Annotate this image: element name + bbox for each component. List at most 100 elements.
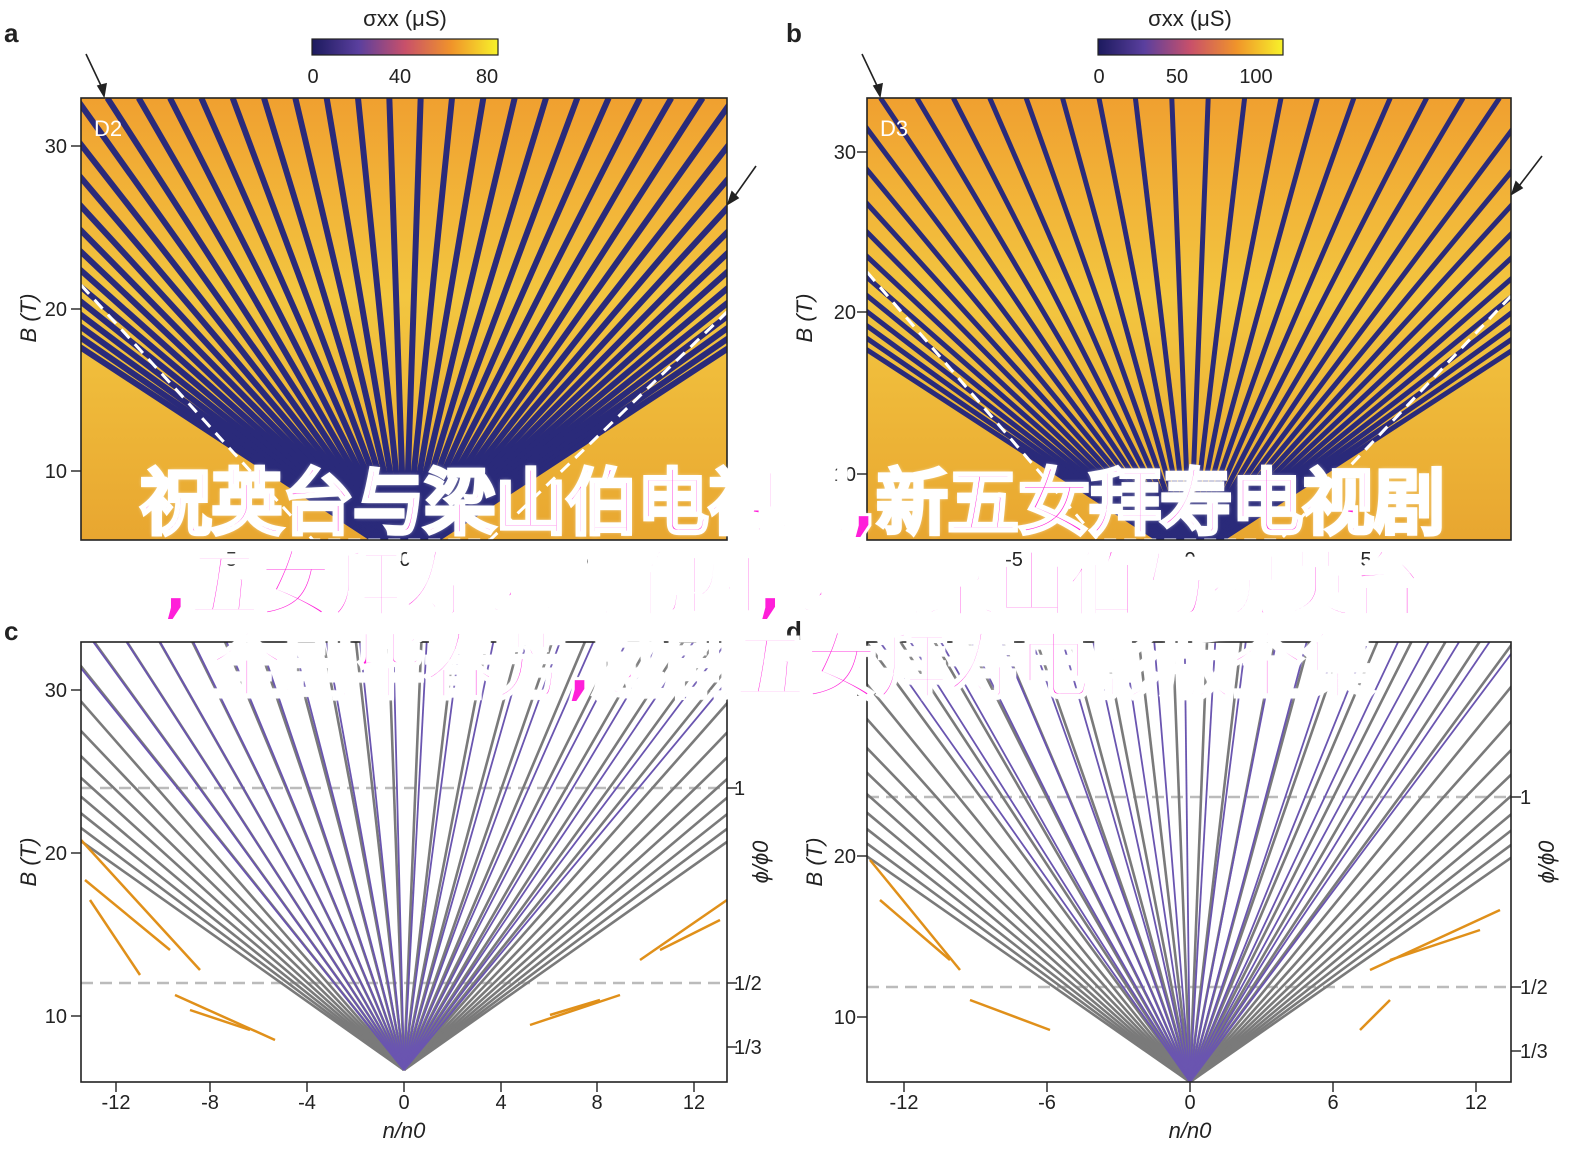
xtick-d-6: 6	[1327, 1092, 1338, 1114]
fan-line-purple	[403, 642, 695, 1071]
xtick-c-m4: -4	[298, 1092, 316, 1114]
xtick-c-m8: -8	[201, 1092, 219, 1114]
xlabel-c: n/n0	[383, 1118, 427, 1143]
fan-panel-c	[80, 641, 728, 1083]
fan-segment-orange	[879, 899, 951, 961]
fan-segment-orange	[88, 899, 142, 976]
arrow-icon-a-topleft	[85, 53, 107, 99]
arrow-icon-a-right	[726, 165, 757, 206]
heatmap-streak	[409, 98, 581, 540]
fan-line-purple	[1061, 642, 1191, 1082]
xtick-c-m12: -12	[102, 1092, 131, 1114]
fan-line	[81, 795, 405, 1071]
xtick-d-m6: -6	[1038, 1092, 1056, 1114]
panel-letter-a: a	[4, 18, 19, 48]
fan-line	[1189, 719, 1511, 1082]
fan-line	[403, 701, 727, 1071]
heatmap-streak	[1213, 324, 1511, 540]
heatmap-streak	[422, 268, 727, 540]
arrow-icon-b-right	[1510, 155, 1543, 196]
ytick-a-20: 20	[45, 299, 67, 321]
fan-line	[1188, 642, 1379, 1082]
ylabel-b: B (T)	[792, 294, 817, 343]
heatmap-streak	[1214, 336, 1511, 540]
fan-segment-orange	[639, 898, 727, 962]
heatmap-streak	[1191, 98, 1284, 540]
heatmap-streak	[1197, 98, 1429, 540]
ylabel-d: B (T)	[802, 838, 827, 887]
fan-line	[402, 642, 587, 1071]
colorbar-b: σxx (μS) 0 50 100	[1093, 6, 1284, 88]
heatmap-streak	[420, 228, 727, 540]
fan-line	[1188, 642, 1209, 1082]
heatmap-streak	[951, 98, 1183, 540]
fan-line	[1189, 794, 1511, 1082]
ytick-d-20: 20	[834, 846, 856, 868]
heatmap-streak	[1192, 98, 1320, 540]
fan-line-purple	[92, 642, 405, 1071]
fan-line-purple	[1189, 642, 1338, 1082]
heatmap-streak	[867, 274, 1171, 540]
fan-line	[867, 827, 1191, 1082]
heatmap-streak	[1209, 275, 1511, 540]
heatmap-streak	[136, 98, 397, 540]
fan-segment-orange	[81, 839, 201, 971]
heatmap-streak	[419, 203, 727, 540]
ytick-b-10: 10	[834, 464, 856, 486]
heatmap-streak	[424, 284, 727, 540]
fan-line	[1189, 748, 1511, 1082]
colorbar-tick-a-2: 80	[476, 66, 498, 88]
fan-line-purple	[1189, 642, 1278, 1082]
fan-segment-orange	[529, 993, 621, 1027]
fan-line-purple	[359, 642, 405, 1071]
axes-top-a	[71, 145, 81, 472]
fan-line-purple	[1189, 642, 1369, 1082]
heatmap-streak	[1206, 230, 1511, 540]
xtick-d-m12: -12	[890, 1092, 919, 1114]
heatmap-streak	[421, 249, 727, 540]
heatmap-streak	[878, 98, 1180, 540]
fan-line	[403, 796, 727, 1071]
heatmap-streak	[81, 226, 390, 540]
heatmap-streak	[198, 98, 400, 540]
panel-letter-d: d	[786, 616, 802, 646]
heatmap-streak	[1203, 168, 1511, 540]
fan-line	[1137, 642, 1192, 1082]
rtick-d-third: 1/3	[1520, 1041, 1548, 1063]
xtick-c-12: 12	[683, 1092, 705, 1114]
fan-line-purple	[125, 642, 405, 1071]
xtick-c-0: 0	[398, 1092, 409, 1114]
fan-line	[403, 812, 727, 1072]
fan-line	[403, 730, 727, 1071]
heatmap-streak	[414, 98, 706, 540]
fan-line-purple	[403, 642, 661, 1071]
heatmap-streak	[867, 322, 1167, 540]
fan-line	[867, 841, 1191, 1082]
fan-line-purple	[159, 642, 405, 1071]
heatmap-streak	[292, 98, 404, 540]
heatmap-panel-a: D2	[80, 97, 728, 541]
xtick-b-0: 0	[1184, 549, 1195, 571]
fan-line-purple	[1153, 642, 1191, 1082]
ytick-b-20: 20	[834, 302, 856, 324]
heatmap-streak	[430, 345, 727, 540]
ytick-c-20: 20	[45, 843, 67, 865]
fan-panel-d	[866, 641, 1512, 1083]
fan-line	[402, 642, 652, 1071]
fan-segment-orange	[1359, 999, 1391, 1031]
axes-bottom-d	[857, 694, 1521, 1092]
heatmap-streak	[1198, 98, 1466, 540]
fan-line	[81, 839, 405, 1072]
colorbar-label-a: σxx (μS)	[363, 6, 447, 31]
fan-line-purple	[1189, 642, 1247, 1082]
fan-line	[1189, 828, 1511, 1082]
fan-line-purple	[225, 642, 405, 1071]
fan-segment-orange	[174, 993, 276, 1042]
heatmap-streak	[1204, 202, 1511, 540]
fan-line	[1103, 642, 1192, 1082]
heatmap-streak	[867, 124, 1179, 540]
fan-line-purple	[403, 642, 561, 1071]
fan-line-purple	[909, 642, 1191, 1082]
heatmap-streak	[867, 199, 1176, 540]
fan-line-purple	[1189, 642, 1430, 1082]
